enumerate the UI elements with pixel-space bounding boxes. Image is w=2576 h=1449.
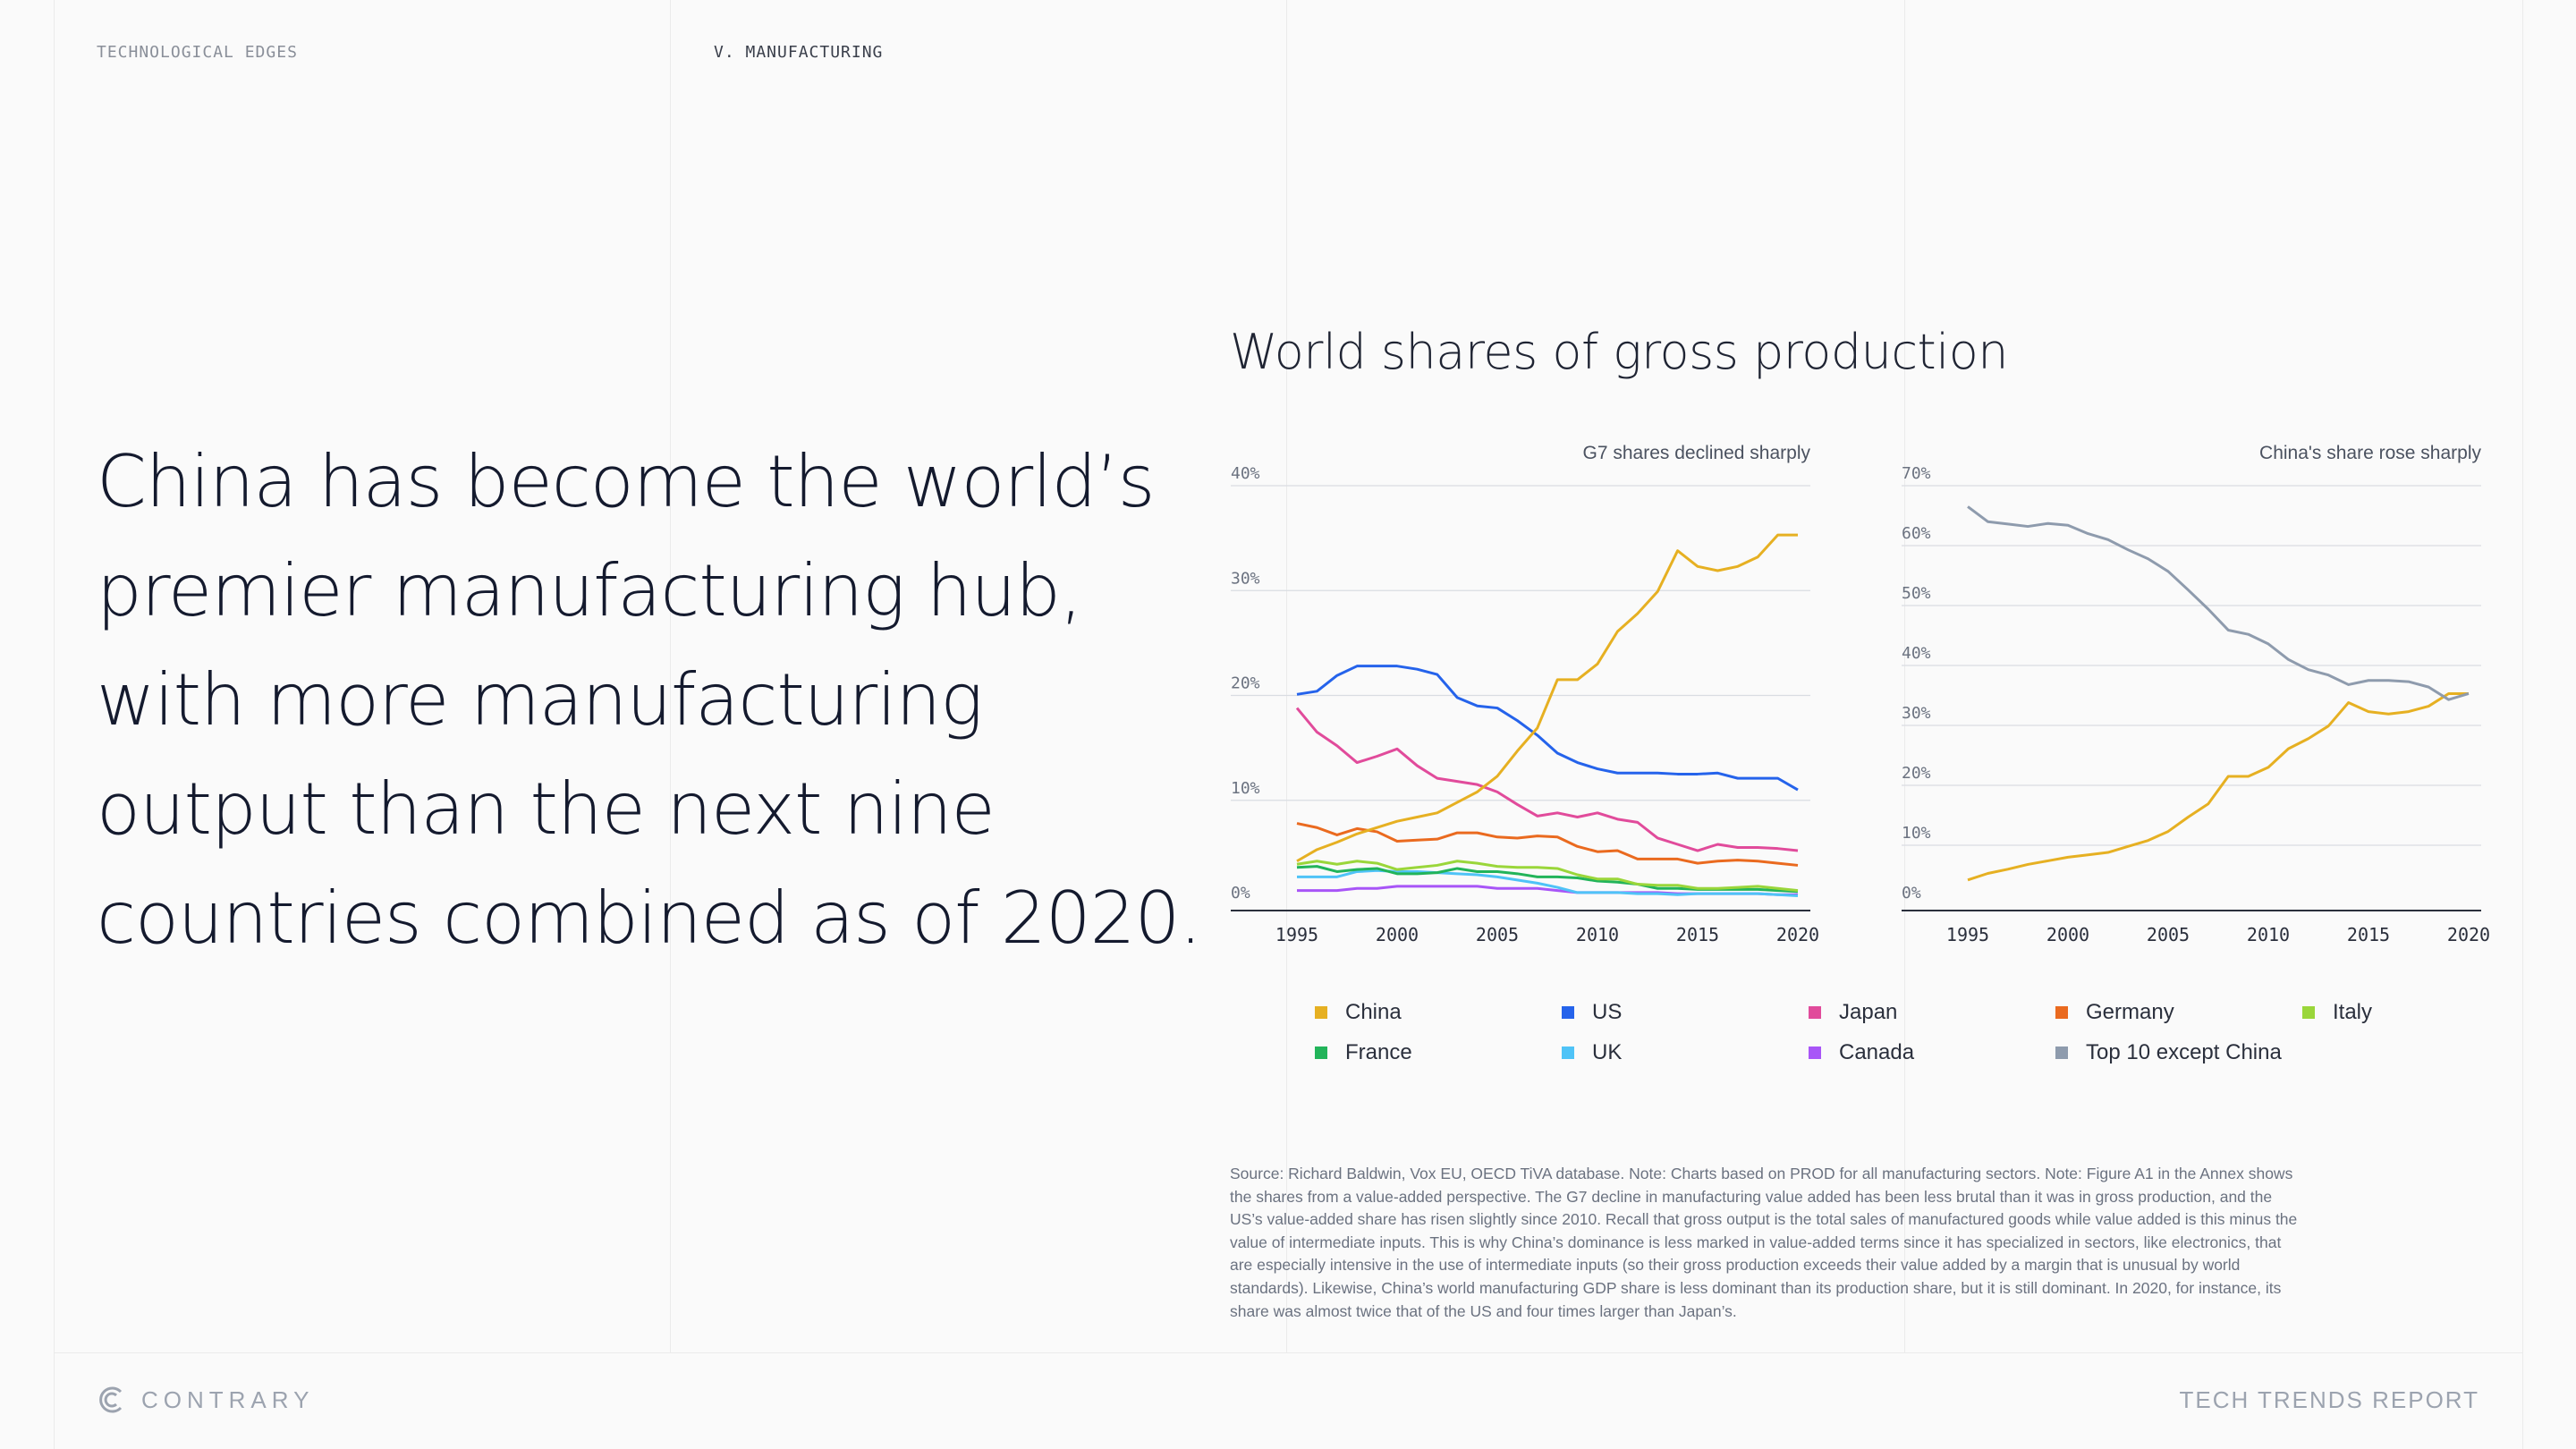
legend-swatch [1562,1006,1574,1019]
footer-divider [54,1352,2522,1353]
section-label: TECHNOLOGICAL EDGES [97,43,298,62]
y-tick-label: 70% [1902,464,1931,483]
legend-item-japan: Japan [1809,1000,1897,1025]
y-tick-label: 10% [1902,824,1931,843]
contrary-logo-icon [99,1386,123,1413]
legend-label: France [1345,1040,1412,1064]
source-note: Source: Richard Baldwin, Vox EU, OECD Ti… [1230,1165,2298,1320]
frame-line [2522,0,2523,1449]
legend-swatch [1315,1046,1327,1059]
legend-item-italy: Italy [2302,1000,2372,1025]
y-tick-label: 0% [1231,884,1250,902]
legend-label: Top 10 except China [2086,1040,2282,1064]
x-tick-label: 1995 [1275,924,1318,945]
legend-item-top-10-except-china: Top 10 except China [2055,1040,2282,1065]
legend-label: Italy [2333,1000,2373,1024]
x-tick-label: 2020 [1776,924,1819,945]
legend-item-uk: UK [1562,1040,1622,1065]
legend-swatch [1562,1046,1574,1059]
legend-swatch [2055,1006,2068,1019]
y-tick-label: 50% [1902,584,1931,603]
x-tick-label: 2005 [1476,924,1519,945]
y-tick-label: 20% [1902,764,1931,783]
x-tick-label: 2020 [2447,924,2490,945]
legend-item-china: China [1315,1000,1402,1025]
x-tick-label: 2000 [1376,924,1419,945]
report-name: TECH TRENDS REPORT [2179,1386,2479,1413]
headline: China has become the world’s premier man… [97,440,1202,960]
series-line-china [1296,533,1798,863]
brand-name: CONTRARY [141,1385,315,1413]
x-tick-label: 2015 [1676,924,1719,945]
legend-item-france: France [1315,1040,1412,1065]
x-tick-label: 2000 [2046,924,2089,945]
legend-label: Japan [1839,1000,1898,1024]
y-tick-label: 20% [1231,674,1260,693]
brand: CONTRARY [97,1385,314,1415]
legend-item-germany: Germany [2055,1000,2174,1025]
legend-swatch [2302,1006,2315,1019]
series-line-germany [1296,822,1799,867]
series-line-japan [1295,707,1799,852]
series-line-uk [1297,869,1799,897]
y-tick-label: 10% [1231,779,1260,798]
panel-subtitle: China's share rose sharply [2259,443,2481,463]
chart-title: World shares of gross production [1230,324,2008,380]
legend-item-canada: Canada [1809,1040,1914,1065]
legend-item-us: US [1562,1000,1622,1025]
y-tick-label: 40% [1902,644,1931,663]
x-tick-label: 1995 [1946,924,1989,945]
panel-subtitle: G7 shares declined sharply [1583,443,1811,463]
legend-swatch [1809,1006,1821,1019]
y-tick-label: 30% [1902,704,1931,723]
frame-line [54,0,55,1449]
frame-line [670,0,671,1352]
x-tick-label: 2005 [2147,924,2190,945]
series-line-china [1967,691,2469,882]
y-tick-label: 60% [1902,524,1931,543]
series-line-us [1296,665,1799,792]
y-tick-label: 0% [1902,884,1921,902]
legend-swatch [1809,1046,1821,1059]
chapter-label: V. MANUFACTURING [714,43,884,62]
legend-swatch [1315,1006,1327,1019]
legend-label: China [1345,1000,1402,1024]
series-line-italy [1296,860,1799,893]
legend-swatch [2055,1046,2068,1059]
x-tick-label: 2010 [2247,924,2290,945]
chart-china-share: 0% 10% 20% 30% 40% 50% 60% 70% 1995 2000 2005 2010 2… [1902,443,2490,945]
frame-line [1904,0,1905,1352]
chart-g7-shares: 0% 10% 20% 30% 40% 1995 2000 2005 2010 2015 2020 G7… [1231,443,1819,945]
x-tick-label: 2010 [1576,924,1619,945]
series-line-top-10-except-china [1967,505,2470,701]
y-tick-label: 30% [1231,569,1260,588]
frame-line [1286,0,1287,1352]
y-tick-label: 40% [1231,464,1260,483]
legend-label: UK [1592,1040,1623,1064]
legend-label: Canada [1839,1040,1915,1064]
legend-label: US [1592,1000,1623,1024]
legend-label: Germany [2086,1000,2174,1024]
x-tick-label: 2015 [2347,924,2390,945]
